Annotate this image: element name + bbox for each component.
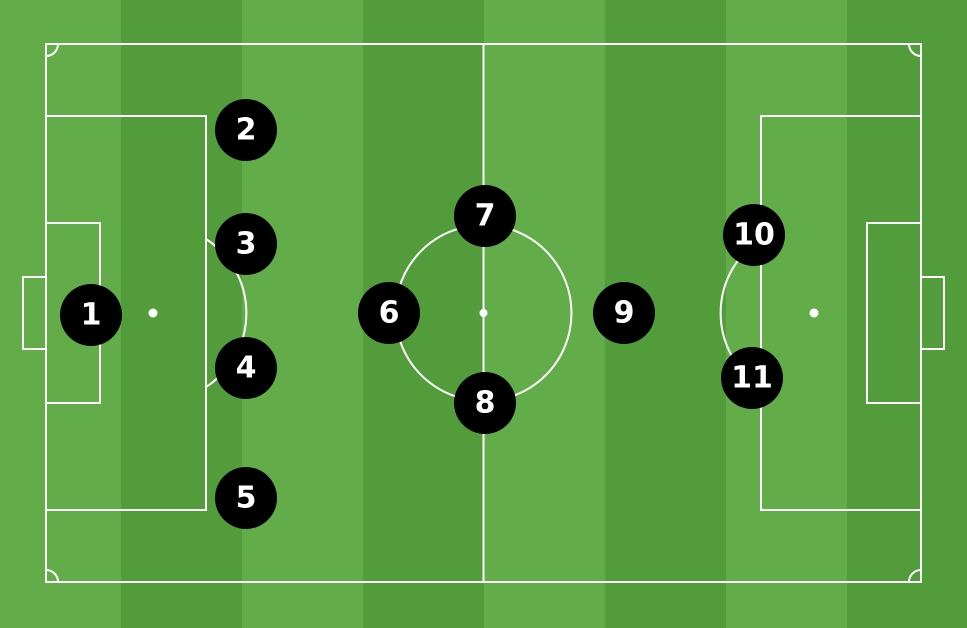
player-number: 11 xyxy=(731,361,773,396)
player-number: 2 xyxy=(236,113,257,148)
player-circle xyxy=(721,347,783,409)
player-number: 1 xyxy=(81,298,102,333)
right-goal xyxy=(920,276,945,350)
player-number: 3 xyxy=(236,227,257,262)
player-circle xyxy=(593,282,655,344)
player-marker[interactable]: 1 xyxy=(60,284,122,346)
player-marker[interactable]: 9 xyxy=(593,282,655,344)
left-penalty-spot xyxy=(148,308,158,318)
player-number: 5 xyxy=(236,481,257,516)
player-circle xyxy=(215,467,277,529)
player-markers: 1 2 3 4 5 6 7 xyxy=(60,99,785,529)
pitch-spots xyxy=(148,308,819,318)
corner-arc-top-right xyxy=(908,43,922,57)
player-circle xyxy=(215,337,277,399)
player-number: 8 xyxy=(475,386,496,421)
player-circle xyxy=(454,372,516,434)
player-circle xyxy=(215,213,277,275)
player-number: 10 xyxy=(733,218,775,253)
corner-arc-bottom-right xyxy=(908,569,922,583)
player-marker[interactable]: 7 xyxy=(454,185,516,247)
player-number: 4 xyxy=(236,351,257,386)
right-penalty-spot xyxy=(809,308,819,318)
corner-arc-top-left xyxy=(45,43,59,57)
player-marker[interactable]: 11 xyxy=(721,347,783,409)
player-marker[interactable]: 3 xyxy=(215,213,277,275)
pitch-markings xyxy=(22,43,945,583)
corner-arc-bottom-left xyxy=(45,569,59,583)
player-circle xyxy=(723,204,785,266)
player-number: 6 xyxy=(379,296,400,331)
player-marker[interactable]: 2 xyxy=(215,99,277,161)
grass-stripe xyxy=(242,0,363,628)
left-goal xyxy=(22,276,47,350)
player-circle xyxy=(60,284,122,346)
grass-stripe xyxy=(121,0,242,628)
player-number: 7 xyxy=(475,199,496,234)
center-spot xyxy=(479,309,488,317)
player-marker[interactable]: 10 xyxy=(723,204,785,266)
player-number: 9 xyxy=(614,296,635,331)
player-marker[interactable]: 8 xyxy=(454,372,516,434)
player-marker[interactable]: 6 xyxy=(358,282,420,344)
player-marker[interactable]: 4 xyxy=(215,337,277,399)
grass-stripe xyxy=(726,0,847,628)
player-circle xyxy=(215,99,277,161)
grass-stripe xyxy=(484,0,605,628)
grass-stripe xyxy=(847,0,967,628)
player-circle xyxy=(358,282,420,344)
player-circle xyxy=(454,185,516,247)
player-marker[interactable]: 5 xyxy=(215,467,277,529)
